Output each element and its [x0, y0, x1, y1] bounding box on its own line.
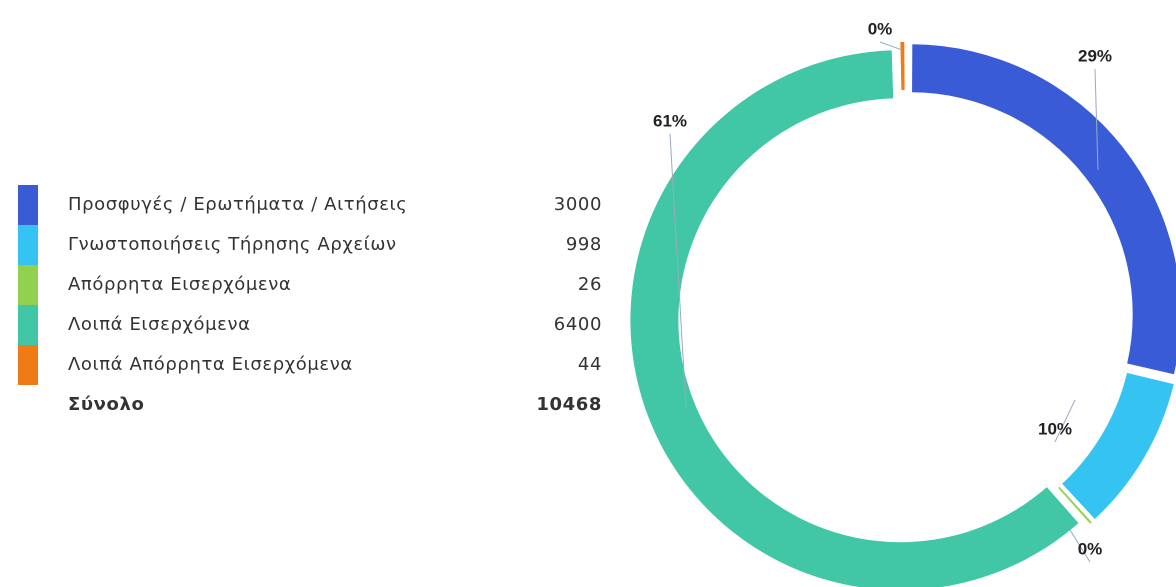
legend-label: Προσφυγές / Ερωτήματα / Αιτήσεις [68, 194, 407, 215]
donut-slice [630, 50, 1079, 587]
donut-slice [900, 42, 905, 91]
donut-slice [912, 44, 1176, 375]
legend-label: Λοιπά Απόρρητα Εισερχόμενα [68, 354, 353, 375]
legend-swatch [18, 265, 38, 305]
leader-line [669, 133, 687, 409]
slice-label: 61% [653, 111, 687, 130]
legend-label: Λοιπά Εισερχόμενα [68, 314, 251, 335]
legend-value: 44 [578, 354, 602, 375]
leader-line [879, 41, 903, 51]
leader-line [1054, 399, 1076, 443]
donut-slice [1062, 372, 1174, 519]
legend-swatch [18, 305, 38, 345]
legend-swatch [18, 185, 38, 225]
total-value: 10468 [536, 394, 602, 415]
leader-line [1094, 68, 1099, 171]
legend-value: 6400 [554, 314, 602, 335]
legend-label: Απόρρητα Εισερχόμενα [68, 274, 291, 295]
slice-label: 0% [1078, 539, 1103, 558]
leader-line [1069, 529, 1091, 563]
legend-value: 3000 [554, 194, 602, 215]
legend-value: 998 [566, 234, 602, 255]
slice-label: 10% [1038, 419, 1072, 438]
donut-slice [1058, 486, 1092, 524]
total-label: Σύνολο [68, 394, 144, 415]
slice-label: 29% [1078, 46, 1112, 65]
legend-swatch [18, 345, 38, 385]
legend-value: 26 [578, 274, 602, 295]
slice-label: 0% [868, 19, 893, 38]
legend-swatch [18, 225, 38, 265]
legend-label: Γνωστοποιήσεις Τήρησης Αρχείων [68, 234, 397, 255]
